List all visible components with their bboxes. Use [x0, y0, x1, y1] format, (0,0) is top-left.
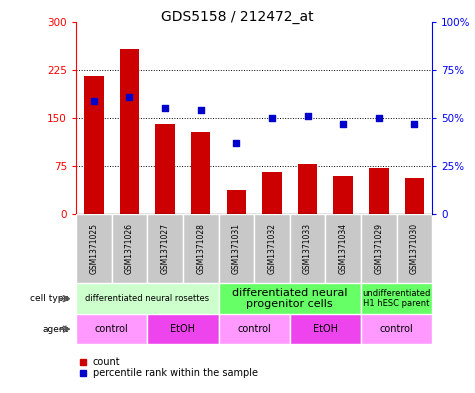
- Text: GSM1371026: GSM1371026: [125, 223, 134, 274]
- Bar: [361, 314, 432, 344]
- Bar: [191, 132, 210, 214]
- Bar: [155, 124, 175, 214]
- Text: cell type: cell type: [30, 294, 69, 303]
- Point: [125, 94, 133, 100]
- Bar: [325, 214, 361, 283]
- Point: [410, 121, 418, 127]
- Point: [90, 97, 98, 104]
- Text: EtOH: EtOH: [313, 324, 338, 334]
- Bar: [84, 76, 104, 214]
- Bar: [218, 283, 361, 314]
- Bar: [227, 190, 246, 214]
- Bar: [262, 173, 282, 214]
- Bar: [361, 283, 432, 314]
- Bar: [369, 168, 389, 214]
- Text: differentiated neural rosettes: differentiated neural rosettes: [85, 294, 209, 303]
- Bar: [147, 314, 218, 344]
- Text: agent: agent: [43, 325, 69, 334]
- Text: control: control: [237, 324, 271, 334]
- Text: GSM1371033: GSM1371033: [303, 223, 312, 274]
- Text: GSM1371032: GSM1371032: [267, 223, 276, 274]
- Text: GSM1371027: GSM1371027: [161, 223, 170, 274]
- Text: count: count: [93, 356, 120, 367]
- Text: GSM1371028: GSM1371028: [196, 223, 205, 274]
- Point: [161, 105, 169, 111]
- Bar: [120, 49, 139, 214]
- Text: differentiated neural
progenitor cells: differentiated neural progenitor cells: [232, 288, 348, 309]
- Text: GSM1371025: GSM1371025: [89, 223, 98, 274]
- Text: undifferentiated
H1 hESC parent: undifferentiated H1 hESC parent: [362, 289, 431, 309]
- Point: [197, 107, 204, 113]
- Bar: [76, 283, 219, 314]
- Text: EtOH: EtOH: [171, 324, 195, 334]
- Text: percentile rank within the sample: percentile rank within the sample: [93, 368, 257, 378]
- Bar: [76, 214, 112, 283]
- Bar: [397, 214, 432, 283]
- Point: [233, 140, 240, 146]
- Bar: [254, 214, 290, 283]
- Bar: [361, 214, 397, 283]
- Point: [304, 113, 312, 119]
- Bar: [218, 214, 254, 283]
- Text: control: control: [380, 324, 414, 334]
- Bar: [218, 314, 290, 344]
- Text: GSM1371030: GSM1371030: [410, 223, 419, 274]
- Bar: [183, 214, 218, 283]
- Bar: [112, 214, 147, 283]
- Bar: [333, 176, 353, 214]
- Point: [375, 115, 383, 121]
- Bar: [405, 178, 424, 214]
- Text: GDS5158 / 212472_at: GDS5158 / 212472_at: [161, 10, 314, 24]
- Text: GSM1371029: GSM1371029: [374, 223, 383, 274]
- Text: control: control: [95, 324, 129, 334]
- Bar: [290, 214, 325, 283]
- Bar: [76, 314, 147, 344]
- Text: GSM1371031: GSM1371031: [232, 223, 241, 274]
- Point: [339, 121, 347, 127]
- Point: [268, 115, 276, 121]
- Bar: [298, 164, 317, 214]
- Text: GSM1371034: GSM1371034: [339, 223, 348, 274]
- Bar: [290, 314, 361, 344]
- Bar: [147, 214, 183, 283]
